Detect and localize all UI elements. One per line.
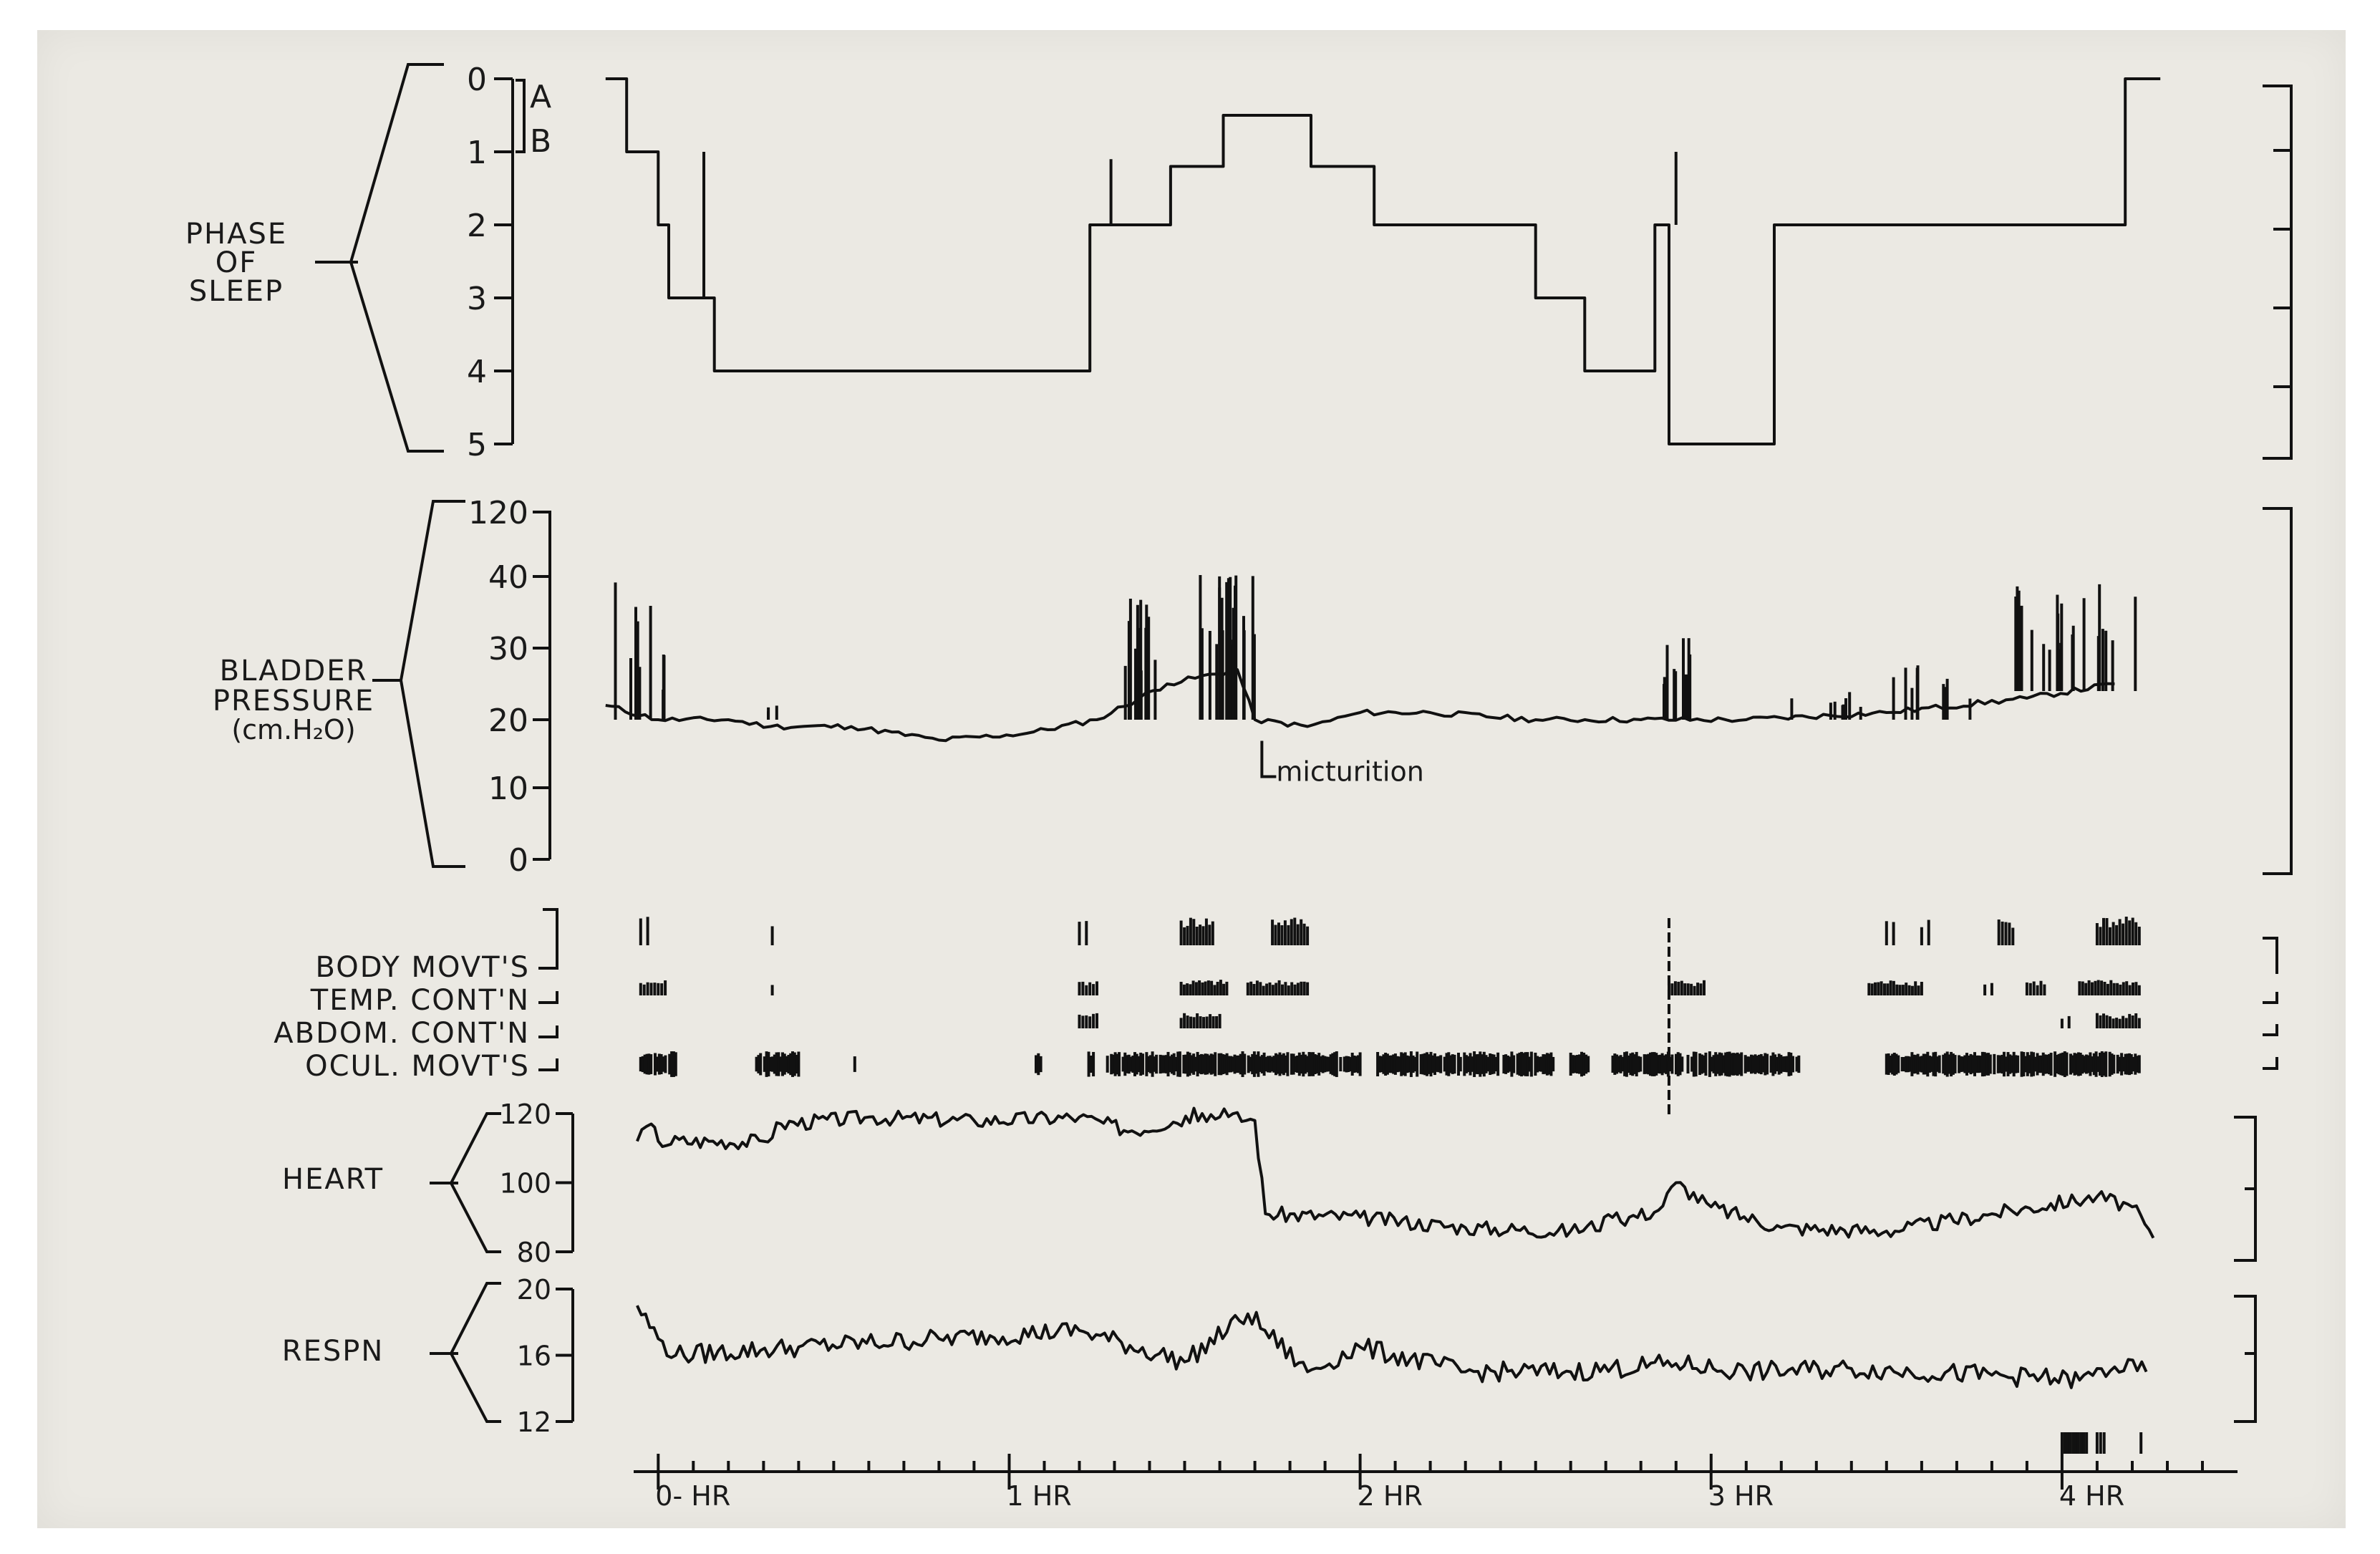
respn-y-ticks: 12 16 20 <box>517 1274 574 1438</box>
sleep-y-tick-label: 3 <box>467 281 487 317</box>
sleep-right-scale <box>2263 85 2293 460</box>
x-tick-label: 2 HR <box>1358 1480 1423 1512</box>
bladder-y-tick-label: 20 <box>488 703 528 739</box>
sleep-y-tick-label: 2 <box>467 208 487 244</box>
bladder-y-tick-label: 30 <box>488 631 528 667</box>
heart-y-ticks: 80 100 120 <box>499 1099 574 1268</box>
bladder-y-tick-label: 0 <box>508 842 528 879</box>
event-row-brackets <box>538 908 558 1071</box>
sleep-ylabel-line2: OF <box>216 246 258 279</box>
sleep-y-tick-label: 5 <box>467 427 487 463</box>
x-tick-labels: 0- HR 1 HR 2 HR 3 HR 4 HR <box>655 1472 2124 1512</box>
x-tick-label: 0- HR <box>655 1480 730 1512</box>
event-label-ocul: OCUL. MOVT'S <box>305 1050 530 1083</box>
sleep-y-ticks: 0 1 2 3 4 5 <box>467 62 514 463</box>
bladder-right-scale <box>2263 507 2293 875</box>
sleep-phase-series <box>605 77 2161 445</box>
bladder-ylabel-line2: PRESSURE <box>213 685 374 718</box>
heart-y-tick-label: 100 <box>499 1168 551 1200</box>
x-tick-label: 4 HR <box>2059 1480 2124 1512</box>
heart-brace <box>430 1112 501 1253</box>
sleep-brace <box>315 63 444 453</box>
respn-right-scale <box>2234 1295 2257 1423</box>
x-tick-label: 3 HR <box>1708 1480 1774 1512</box>
sleep-stage-bracket <box>516 79 526 153</box>
bladder-panel: BLADDER PRESSURE (cm.H₂O) 0 10 20 30 40 120 m… <box>213 495 2293 879</box>
x-tick-label: 1 HR <box>1006 1480 1071 1512</box>
respn-y-tick-label: 12 <box>517 1406 551 1438</box>
bladder-y-tick-label: 10 <box>488 771 528 807</box>
bladder-y-tick-label: 120 <box>468 495 528 531</box>
bladder-y-tick-label: 40 <box>488 559 528 596</box>
event-label-body: BODY MOVT'S <box>316 951 530 984</box>
sleep-y-tick-label: 0 <box>467 62 487 98</box>
respiration-series <box>636 1305 2148 1389</box>
bladder-spikes <box>614 575 2137 720</box>
heart-y-tick-label: 80 <box>517 1237 551 1268</box>
micturition-marker <box>1260 740 1277 778</box>
bladder-brace <box>372 500 465 868</box>
event-marks <box>639 917 2141 1117</box>
bladder-ylabel-line3: (cm.H₂O) <box>231 714 355 745</box>
event-label-temp: TEMP. CONT'N <box>310 984 530 1017</box>
heart-ylabel: HEART <box>282 1163 384 1196</box>
event-right-scale <box>2263 937 2278 1070</box>
respn-brace <box>430 1282 501 1423</box>
respn-y-tick-label: 20 <box>517 1274 551 1306</box>
sleep-stage-b: B <box>530 123 551 160</box>
x-minor-ticks <box>657 1454 2204 1472</box>
sleep-ylabel-line3: SLEEP <box>189 275 284 308</box>
heart-right-scale <box>2234 1116 2257 1262</box>
heart-rate-series <box>636 1106 2155 1239</box>
heart-y-tick-label: 120 <box>499 1099 551 1130</box>
sleep-panel: PHASE OF SLEEP 0 1 2 3 4 5 A B <box>185 62 2293 463</box>
respn-y-tick-label: 16 <box>517 1341 551 1372</box>
sleep-spikes <box>702 152 1678 298</box>
sleep-y-tick-label: 1 <box>467 135 487 171</box>
x-axis-event-marks <box>2060 1432 2143 1454</box>
bladder-ylabel-line1: BLADDER <box>220 655 368 687</box>
sleep-y-tick-label: 4 <box>467 354 487 390</box>
x-axis: 0- HR 1 HR 2 HR 3 HR 4 HR <box>634 1432 2238 1512</box>
micturition-annotation: micturition <box>1276 756 1423 788</box>
event-rows: BODY MOVT'S TEMP. CONT'N ABDOM. CONT'N O… <box>274 908 2278 1117</box>
sleep-stage-a: A <box>530 79 551 115</box>
sleep-ylabel-line1: PHASE <box>185 218 287 251</box>
respn-panel: RESPN 12 16 20 <box>282 1274 2257 1438</box>
bladder-y-ticks: 0 10 20 30 40 120 <box>468 495 551 879</box>
bladder-y-axis-line <box>533 511 551 859</box>
event-label-abdom: ABDOM. CONT'N <box>274 1017 530 1050</box>
respn-ylabel: RESPN <box>282 1335 384 1368</box>
chart-photo <box>37 30 2346 1528</box>
heart-panel: HEART 80 100 120 <box>282 1099 2257 1268</box>
bladder-pressure-series <box>605 668 2115 743</box>
